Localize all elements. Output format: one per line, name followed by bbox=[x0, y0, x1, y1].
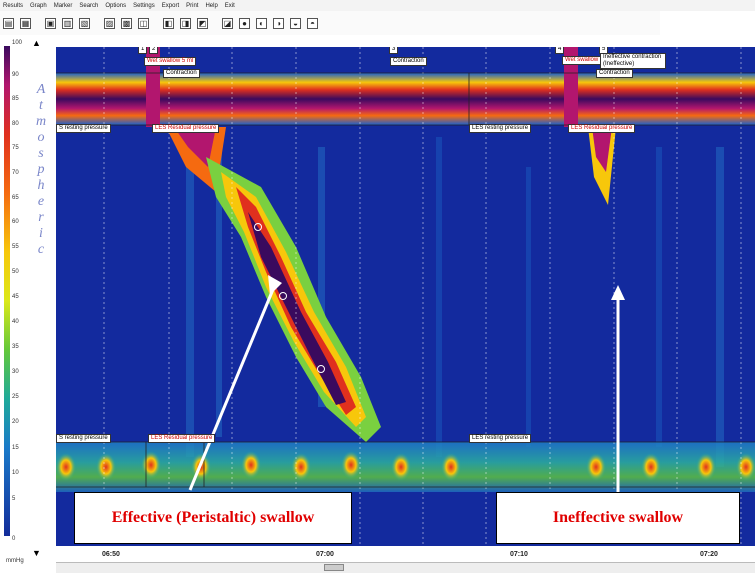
tick-label: 75 bbox=[12, 145, 19, 151]
tick-label: 90 bbox=[12, 72, 19, 78]
blank-panel bbox=[660, 11, 755, 47]
tick-label: 40 bbox=[12, 319, 19, 325]
marker-1[interactable]: 1 bbox=[138, 47, 148, 54]
tick-label: 20 bbox=[12, 419, 19, 425]
scale-down-icon[interactable]: ▼ bbox=[32, 548, 41, 558]
swallow-spike-2 bbox=[564, 47, 578, 127]
contraction-marker-2[interactable]: Contraction bbox=[390, 57, 427, 66]
pressure-color-scale bbox=[4, 46, 10, 536]
pin-icon[interactable]: ◪ bbox=[222, 17, 233, 29]
tick-label: 50 bbox=[12, 269, 19, 275]
les-residual-2-core bbox=[592, 127, 612, 172]
tick-label: 15 bbox=[12, 445, 19, 451]
tick-label: 10 bbox=[12, 470, 19, 476]
tick-label: 100 bbox=[12, 40, 23, 46]
tick-label: 5 bbox=[12, 496, 16, 502]
time-label: 07:10 bbox=[510, 551, 528, 558]
menu-search[interactable]: Search bbox=[79, 2, 99, 9]
topography-svg bbox=[56, 47, 755, 546]
vertical-label: A t m o s p h e r i c bbox=[35, 82, 47, 257]
effective-swallow-label: Effective (Peristaltic) swallow bbox=[111, 509, 315, 526]
window-icon[interactable]: ▣ bbox=[45, 17, 56, 29]
upper-sphincter-band bbox=[56, 73, 755, 125]
tick-label: 35 bbox=[12, 344, 19, 350]
wet-swallow-marker-1[interactable]: Wet swallow 5 ml bbox=[144, 57, 197, 66]
save-icon[interactable]: ▦ bbox=[20, 17, 31, 29]
tick-label: 70 bbox=[12, 170, 19, 176]
flag-icon[interactable]: ◑ bbox=[273, 17, 284, 29]
tick-label: 25 bbox=[12, 394, 19, 400]
menu-results[interactable]: Results bbox=[3, 2, 24, 9]
tick-label: 30 bbox=[12, 369, 19, 375]
annotation-arrows bbox=[188, 286, 620, 492]
menu-settings[interactable]: Settings bbox=[133, 2, 155, 9]
effective-swallow-box: Effective (Peristaltic) swallow bbox=[74, 492, 352, 544]
les-resting-label-2[interactable]: LES resting pressure bbox=[469, 124, 532, 133]
ineffective-contraction-marker[interactable]: Ineffective contraction (Ineffective) bbox=[600, 53, 666, 69]
cursor-icon[interactable]: ▩ bbox=[121, 17, 132, 29]
unit-label: mmHg bbox=[6, 558, 24, 564]
pressure-topography-plot[interactable]: 1 2 3 4 5 Wet swallow 5 ml Contraction C… bbox=[56, 47, 755, 546]
peristalsis-core bbox=[248, 212, 346, 405]
tick-label: 55 bbox=[12, 244, 19, 250]
time-label: 07:00 bbox=[316, 551, 334, 558]
marker-2[interactable]: 2 bbox=[149, 47, 159, 54]
les-residual-1-core bbox=[174, 127, 216, 167]
tick-label: 0 bbox=[12, 536, 16, 542]
zoom-icon[interactable]: ◫ bbox=[138, 17, 149, 29]
open-icon[interactable]: ▤ bbox=[3, 17, 14, 29]
horizontal-scrollbar[interactable] bbox=[56, 562, 755, 573]
tick-label: 80 bbox=[12, 121, 19, 127]
les-resting-label-3[interactable]: S resting pressure bbox=[56, 434, 111, 443]
tick-label: 45 bbox=[12, 294, 19, 300]
reference-lines bbox=[56, 72, 755, 488]
tick-label: 60 bbox=[12, 219, 19, 225]
scrollbar-thumb[interactable] bbox=[324, 564, 344, 571]
pin2-icon[interactable]: ● bbox=[239, 17, 250, 29]
menu-graph[interactable]: Graph bbox=[30, 2, 47, 9]
doc-icon[interactable]: ◩ bbox=[197, 17, 208, 29]
menu-marker[interactable]: Marker bbox=[53, 2, 73, 9]
les-residual-label-2[interactable]: LES Residual pressure bbox=[568, 124, 636, 133]
marker-4[interactable]: 4 bbox=[555, 47, 565, 54]
swallow-spike-1 bbox=[146, 47, 160, 127]
les-residual-label-1[interactable]: LES Residual pressure bbox=[152, 124, 220, 133]
tool-icon[interactable]: ◓ bbox=[307, 17, 318, 29]
edit-icon[interactable]: ◒ bbox=[290, 17, 301, 29]
menu-bar: Results Graph Marker Search Options Sett… bbox=[0, 0, 755, 11]
ineffective-swallow-label: Ineffective swallow bbox=[552, 509, 684, 526]
arrow-head-ineffective bbox=[611, 285, 625, 300]
time-label: 06:50 bbox=[102, 551, 120, 558]
time-gridlines bbox=[103, 47, 742, 546]
contour-markers bbox=[254, 223, 325, 373]
wet-swallow-marker-2[interactable]: Wet swallow bbox=[562, 56, 602, 65]
les-residual-label-3[interactable]: LES Residual pressure bbox=[148, 434, 216, 443]
ruler-icon[interactable]: ◨ bbox=[180, 17, 191, 29]
tick-label: 65 bbox=[12, 195, 19, 201]
les-resting-label-1[interactable]: S resting pressure bbox=[56, 124, 111, 133]
time-label: 07:20 bbox=[700, 551, 718, 558]
marker-3[interactable]: 3 bbox=[389, 47, 399, 54]
menu-export[interactable]: Export bbox=[161, 2, 180, 9]
contraction-marker-3[interactable]: Contraction bbox=[596, 69, 633, 78]
compare-icon[interactable]: ▧ bbox=[79, 17, 90, 29]
ineffective-swallow-box: Ineffective swallow bbox=[496, 492, 740, 544]
les-resting-label-4[interactable]: LES resting pressure bbox=[469, 434, 532, 443]
menu-options[interactable]: Options bbox=[105, 2, 127, 9]
toolbar: ▤ ▦ ▣ ▥ ▧ ▨ ▩ ◫ ◧ ◨ ◩ ◪ ● ◐ ◑ ◒ ◓ bbox=[0, 11, 660, 35]
menu-print[interactable]: Print bbox=[186, 2, 199, 9]
tick-label: 85 bbox=[12, 96, 19, 102]
texture bbox=[186, 127, 724, 467]
chart-icon[interactable]: ▨ bbox=[104, 17, 115, 29]
arrow-head-effective bbox=[268, 275, 282, 295]
marker-icon[interactable]: ◧ bbox=[163, 17, 174, 29]
menu-exit[interactable]: Exit bbox=[224, 2, 235, 9]
menu-help[interactable]: Help bbox=[205, 2, 218, 9]
contraction-marker-1[interactable]: Contraction bbox=[163, 69, 200, 78]
scale-up-icon[interactable]: ▲ bbox=[32, 38, 41, 48]
note-icon[interactable]: ◐ bbox=[256, 17, 267, 29]
tile-icon[interactable]: ▥ bbox=[62, 17, 73, 29]
